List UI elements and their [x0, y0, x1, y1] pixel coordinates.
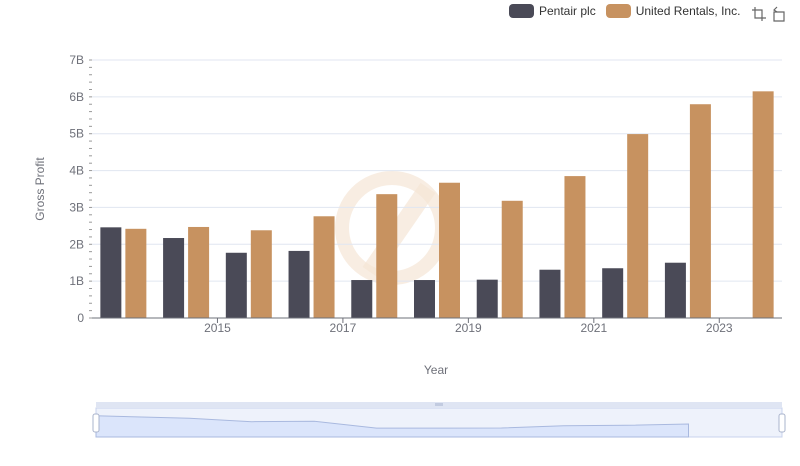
- bar-united-rentals-2023: [689, 104, 711, 318]
- bar-series: [100, 91, 774, 318]
- bar-pentair-2021: [539, 269, 561, 318]
- legend-label-pentair: Pentair plc: [539, 4, 596, 18]
- y-axis-ticks: 0 1B 2B 3B 4B 5B 6B 7B: [69, 53, 92, 325]
- bar-united-rentals-2022: [627, 134, 649, 318]
- bar-united-rentals-2014: [125, 228, 147, 318]
- data-zoom-icon[interactable]: [751, 6, 767, 22]
- x-tick-label: 2021: [580, 321, 607, 335]
- restore-icon[interactable]: [771, 6, 787, 22]
- x-axis-ticks: 2015 2017 2019 2021 2023: [204, 318, 733, 335]
- bar-united-rentals-2015: [188, 226, 210, 318]
- bar-pentair-2022: [602, 268, 624, 318]
- toolbox: [747, 6, 787, 22]
- y-tick-label: 0: [77, 311, 84, 325]
- bar-united-rentals-2018: [376, 194, 398, 318]
- legend-item-united-rentals[interactable]: United Rentals, Inc.: [605, 4, 741, 18]
- legend-label-united-rentals: United Rentals, Inc.: [635, 4, 741, 18]
- bar-pentair-2015: [163, 238, 185, 318]
- bar-pentair-2020: [476, 279, 498, 318]
- y-tick-label: 3B: [69, 200, 84, 214]
- legend-swatch-pentair: [509, 4, 534, 18]
- data-zoom-slider[interactable]: [92, 402, 786, 438]
- x-tick-label: 2015: [204, 321, 231, 335]
- y-tick-label: 6B: [69, 90, 84, 104]
- bar-united-rentals-2021: [564, 176, 586, 318]
- slider-handle-left: [92, 413, 100, 433]
- legend-item-pentair[interactable]: Pentair plc: [509, 4, 596, 18]
- x-axis-title: Year: [423, 363, 449, 377]
- bar-united-rentals-2016: [250, 230, 272, 318]
- y-tick-label: 7B: [69, 53, 84, 67]
- y-tick-label: 2B: [69, 237, 84, 251]
- bar-united-rentals-2024: [752, 91, 774, 318]
- bar-pentair-2014: [100, 227, 122, 318]
- y-axis-title: Gross Profit: [33, 157, 47, 221]
- bar-pentair-2019: [414, 280, 435, 318]
- legend: Pentair plc United Rentals, Inc.: [509, 4, 750, 18]
- x-tick-label: 2023: [706, 321, 733, 335]
- slider-handle-right: [778, 413, 786, 433]
- bar-united-rentals-2019: [439, 182, 460, 318]
- bar-pentair-2018: [351, 280, 373, 318]
- x-tick-label: 2017: [330, 321, 357, 335]
- y-tick-label: 1B: [69, 274, 84, 288]
- y-tick-label: 4B: [69, 164, 84, 178]
- x-tick-label: 2019: [455, 321, 482, 335]
- bar-united-rentals-2020: [501, 200, 523, 318]
- slider-preview-area: [95, 415, 689, 438]
- legend-swatch-united-rentals: [605, 4, 631, 18]
- slider-grip: [435, 403, 443, 406]
- y-tick-label: 5B: [69, 127, 84, 141]
- bar-united-rentals-2017: [313, 216, 335, 318]
- bar-pentair-2023: [664, 262, 686, 318]
- bar-pentair-2017: [288, 250, 310, 318]
- bar-pentair-2016: [225, 252, 247, 318]
